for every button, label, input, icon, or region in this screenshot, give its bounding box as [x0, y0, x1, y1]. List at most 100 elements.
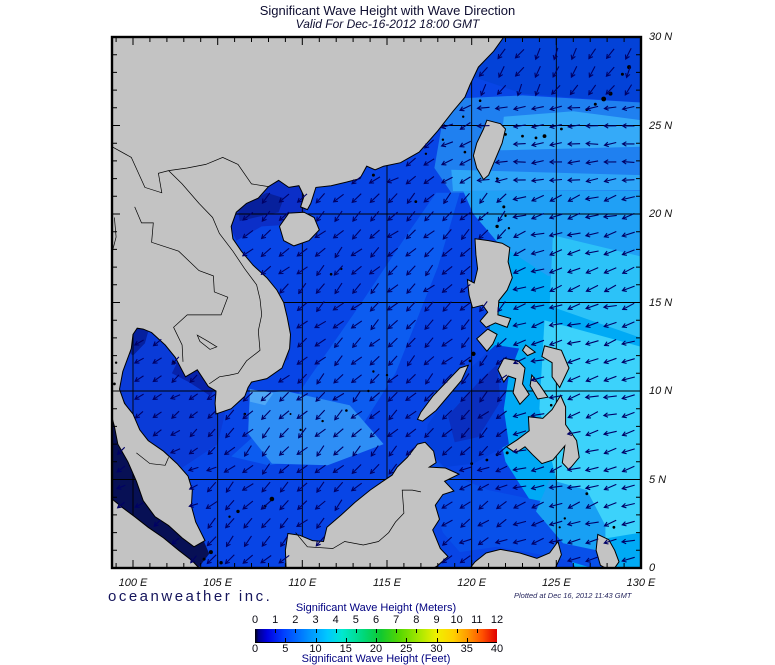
island-dot — [504, 214, 507, 217]
sea-patch-scs_band — [231, 192, 460, 466]
sea-patch-delta_bright — [249, 389, 274, 406]
sea-patch-taiwan_east — [500, 111, 641, 151]
island-dot — [236, 509, 240, 514]
sea-patch-sulu_dark — [448, 364, 501, 443]
island-dot — [371, 173, 375, 177]
country-border — [136, 452, 169, 466]
legend-feet-label: Significant Wave Height (Feet) — [301, 653, 451, 665]
page-title: Significant Wave Height with Wave Direct… — [259, 3, 516, 18]
lon-label: 125 E — [541, 577, 571, 589]
legend-meters-label: Significant Wave Height (Meters) — [295, 602, 457, 614]
bar-tick — [416, 629, 418, 633]
lat-label: 5 N — [649, 473, 667, 486]
island-dot — [345, 409, 348, 412]
legend-feet-ticks: 0 5 10 15 20 25 30 35 40 — [0, 643, 775, 656]
island-dot — [385, 373, 389, 377]
lon-label: 120 E — [457, 577, 487, 589]
land-hainan — [278, 211, 320, 247]
page-subtitle: Valid For Dec-16-2012 18:00 GMT — [295, 17, 480, 31]
island-dot — [468, 359, 472, 363]
land-sulawesi — [469, 540, 562, 568]
bar-tick — [396, 629, 398, 633]
island-dot — [585, 492, 589, 496]
country-border — [168, 157, 269, 187]
lat-label: 30 N — [649, 31, 673, 43]
island-dot — [485, 458, 489, 462]
island-dot — [495, 224, 499, 229]
island-dot — [504, 133, 507, 136]
lat-label: 0 — [649, 562, 656, 574]
legend-meters-tick: 6 — [372, 614, 380, 626]
legend-meters-tick: 2 — [292, 614, 299, 626]
lon-label: 130 E — [626, 577, 656, 589]
land-palawan — [416, 364, 470, 422]
land-taiwan — [472, 119, 507, 181]
island-dot — [534, 136, 538, 140]
bar-tick — [466, 638, 468, 642]
lon-label: 115 E — [373, 577, 401, 589]
lat-label: 20 N — [649, 208, 673, 220]
sea-patch-north_strip — [451, 169, 641, 191]
bar-tick — [295, 629, 297, 633]
legend-meters-tick: 10 — [450, 614, 463, 626]
country-border — [295, 489, 421, 549]
legend-meters-tick: 7 — [393, 614, 400, 626]
island-dot — [601, 96, 607, 102]
island-dot — [470, 462, 474, 465]
legend-feet-tick: 40 — [490, 643, 504, 655]
island-dot — [558, 526, 561, 529]
island-dot — [502, 205, 506, 209]
island-dot — [542, 134, 547, 139]
degree-ticks — [113, 38, 640, 567]
lon-label: 100 E — [118, 577, 148, 589]
island-dot — [462, 115, 465, 118]
map-frame — [110, 35, 643, 570]
bar-tick — [315, 629, 317, 633]
island-dot — [299, 428, 302, 432]
island-dot — [289, 413, 292, 415]
island-dot — [563, 517, 566, 520]
sea-patch-celebes_cyan — [536, 479, 606, 553]
legend-meters-tick: 12 — [490, 614, 504, 626]
island-dot — [593, 102, 597, 106]
legend-feet-tick: 5 — [282, 643, 289, 655]
lon-label: 110 E — [288, 577, 317, 589]
island-dot — [507, 227, 511, 230]
lon-label: 105 E — [203, 577, 233, 589]
land-mainland — [112, 37, 505, 548]
island-dot — [463, 150, 467, 154]
bar-tick — [476, 629, 478, 633]
island-dot — [321, 419, 324, 423]
lat-label: 15 N — [649, 296, 673, 309]
bar-tick — [406, 638, 408, 642]
legend-meters-tick: 5 — [352, 614, 359, 626]
bar-tick — [456, 629, 458, 633]
island-dot — [114, 361, 118, 364]
country-border — [134, 206, 229, 362]
bar-tick — [436, 638, 438, 642]
legend-meters-tick: 4 — [332, 614, 339, 626]
wave-direction-arrows — [115, 47, 635, 565]
island-dot — [424, 152, 428, 155]
country-border — [112, 146, 169, 194]
island-dot — [612, 525, 616, 529]
legend-feet-tick: 15 — [339, 643, 352, 655]
land-mindoro — [476, 328, 498, 352]
legend-meters-tick: 0 — [251, 614, 259, 626]
bar-tick — [335, 629, 337, 633]
island-dot — [620, 72, 624, 76]
legend-feet-tick: 20 — [369, 643, 383, 655]
map-layers — [112, 37, 641, 568]
legend-meters-tick: 11 — [471, 614, 483, 626]
island-dot — [367, 389, 370, 393]
legend-feet-tick: 0 — [251, 643, 259, 655]
island-dot — [372, 370, 375, 373]
lake-tonle-sap — [196, 334, 218, 350]
island-dot — [202, 557, 206, 561]
legend-feet-tick: 35 — [460, 643, 473, 655]
legend-colorbar — [255, 629, 497, 643]
island-dot — [549, 403, 553, 407]
land-borneo — [284, 441, 461, 568]
